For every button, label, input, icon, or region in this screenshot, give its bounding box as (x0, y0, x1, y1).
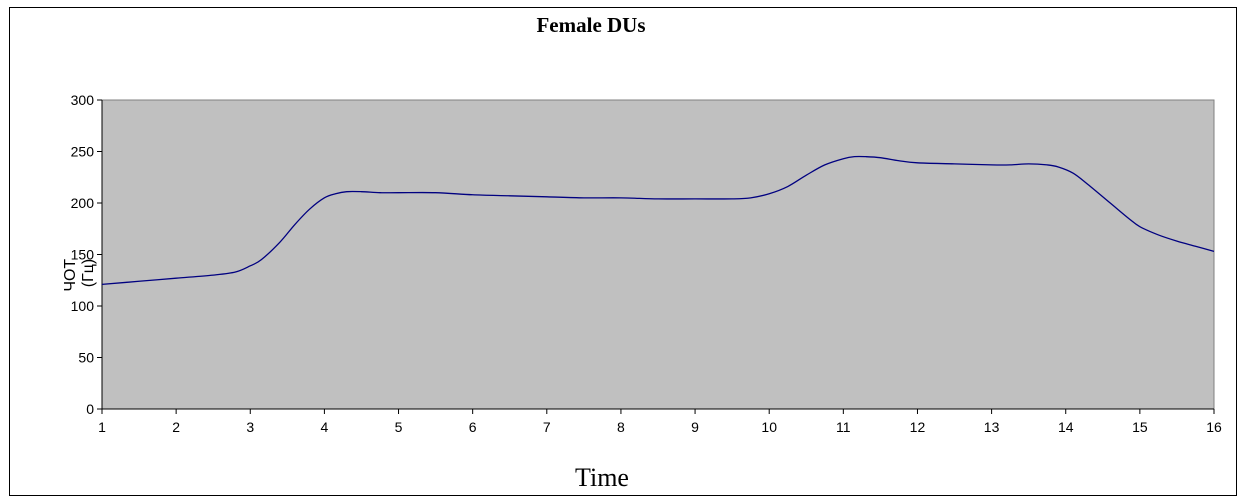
x-tick-label: 16 (1206, 419, 1222, 435)
y-tick-label: 150 (71, 247, 95, 263)
y-axis-label-line-2: (Гц) (80, 259, 97, 287)
x-tick-label: 5 (395, 419, 403, 435)
x-tick-label: 12 (910, 419, 926, 435)
plot-area (101, 99, 1215, 410)
x-axis-ticks: 1 2 3 4 5 6 7 8 9 10 11 12 13 14 15 16 (98, 409, 1222, 435)
x-tick-label: 14 (1058, 419, 1074, 435)
x-tick-label: 15 (1132, 419, 1148, 435)
x-tick-label: 9 (691, 419, 699, 435)
y-axis-label-line-1: ЧОТ (62, 259, 79, 292)
x-axis-label: Time (575, 463, 629, 492)
y-axis-ticks: 0 50 100 150 200 250 300 (71, 92, 102, 417)
y-axis-label: ЧОТ (Гц) (62, 254, 97, 291)
x-tick-label: 3 (246, 419, 254, 435)
x-tick-label: 8 (617, 419, 625, 435)
chart-title: Female DUs (536, 13, 645, 37)
y-tick-label: 100 (71, 298, 95, 314)
y-tick-label: 50 (78, 350, 94, 366)
series-line-0 (101, 155, 1215, 286)
x-tick-label: 6 (469, 419, 477, 435)
x-tick-label: 7 (543, 419, 551, 435)
x-tick-label: 13 (984, 419, 1000, 435)
x-tick-label: 1 (98, 419, 106, 435)
x-tick-label: 10 (761, 419, 777, 435)
x-tick-label: 2 (172, 419, 180, 435)
series-layer (101, 155, 1215, 286)
y-tick-label: 300 (71, 92, 95, 108)
x-tick-label: 11 (836, 419, 851, 435)
y-tick-label: 200 (71, 195, 95, 211)
x-tick-label: 4 (321, 419, 329, 435)
y-tick-label: 250 (71, 144, 95, 160)
y-tick-label: 0 (86, 401, 94, 417)
